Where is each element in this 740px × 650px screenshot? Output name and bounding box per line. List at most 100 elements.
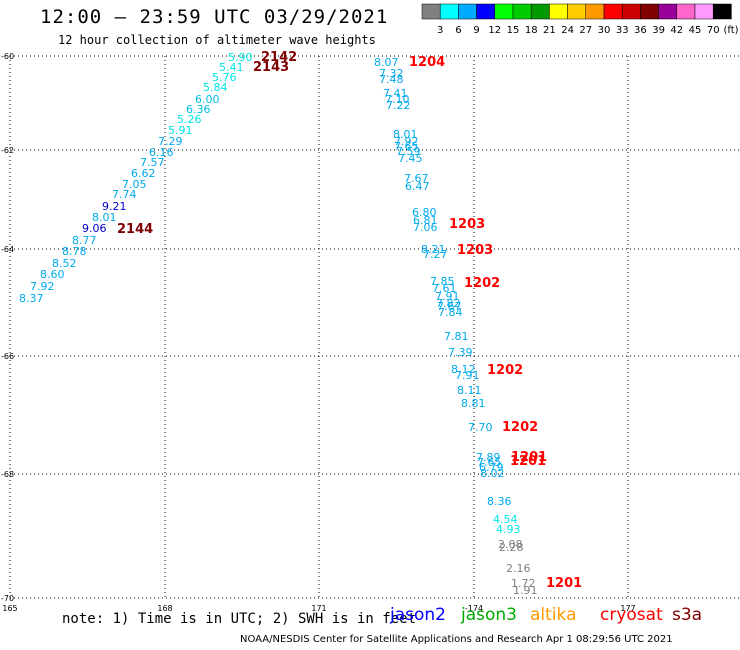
- swh-value-label: 7.82: [436, 297, 461, 310]
- swh-value-label: 7.10: [385, 93, 410, 106]
- legend-jason2: jason2: [390, 605, 446, 625]
- swh-value-label: 6.00: [195, 93, 220, 106]
- pass-time-label: 1201: [546, 576, 582, 591]
- swh-value-label: 7.85: [430, 275, 455, 288]
- legend-jason3: jason3: [461, 605, 517, 625]
- swh-value-label: 9.06: [82, 222, 107, 235]
- swh-value-label: 5.41: [219, 61, 244, 74]
- swh-value-label: 6.47: [405, 180, 430, 193]
- swh-value-label: 7.84: [438, 306, 463, 319]
- swh-value-label: 7.81: [444, 330, 469, 343]
- latitude-label: -60: [1, 52, 14, 61]
- swh-value-label: 7.91: [455, 369, 480, 382]
- credit-line: NOAA/NESDIS Center for Satellite Applica…: [240, 634, 673, 645]
- longitude-label: 177: [620, 604, 635, 613]
- swh-value-label: 7.61: [432, 282, 457, 295]
- swh-value-label: 7.89: [476, 451, 501, 464]
- color-scale-legend: 3 6 9 12 15 18 21 24 27 30 33 36 39 42 45 70 (ft): [421, 3, 739, 36]
- legend-altika: altika: [530, 605, 577, 625]
- colorbar-tick-label: 15: [507, 25, 520, 36]
- swh-value-label: 7.74: [112, 188, 137, 201]
- colorbar-tick-label: 3: [437, 25, 443, 36]
- swh-value-label: 7.70: [468, 421, 493, 434]
- swh-value-label: 1.72: [511, 577, 536, 590]
- colorbar-tick-label: 45: [689, 25, 702, 36]
- swh-value-label: 8.11: [457, 384, 482, 397]
- swh-value-label: 5.90: [228, 51, 253, 64]
- swh-value-label: 8.37: [19, 292, 44, 305]
- swh-value-label: 8.07: [374, 56, 399, 69]
- swh-value-label: 4.54: [493, 513, 518, 526]
- swh-value-label: 8.78: [62, 245, 87, 258]
- swh-value-label: 7.39: [448, 346, 473, 359]
- swh-value-label: 5.84: [203, 81, 228, 94]
- latitude-label: -64: [1, 245, 14, 254]
- pass-time-label: 1201: [510, 454, 546, 469]
- pass-time-label: 1204: [409, 55, 445, 70]
- swh-value-label: 7.67: [437, 300, 462, 313]
- swh-value-label: 7.65: [394, 140, 419, 153]
- swh-value-label: 7.59: [396, 145, 421, 158]
- colorbar-tick-label: 36: [634, 25, 647, 36]
- swh-value-label: 6.36: [186, 103, 211, 116]
- swh-value-label: 8.01: [92, 211, 117, 224]
- pass-time-label: 1202: [487, 363, 523, 378]
- swh-value-label: 7.92: [30, 280, 55, 293]
- swh-value-label: 7.91: [435, 290, 460, 303]
- swh-value-label: 6.81: [413, 214, 438, 227]
- swh-value-label: 7.32: [379, 67, 404, 80]
- legend-s3a: s3a: [672, 605, 703, 625]
- pass-time-label: 1201: [511, 450, 547, 465]
- pass-time-label: 2144: [117, 222, 153, 237]
- colorbar-tick-label: 21: [543, 25, 556, 36]
- latitude-label: -66: [1, 352, 14, 361]
- colorbar-tick-label: 33: [616, 25, 629, 36]
- colorbar-tick-label: 30: [598, 25, 611, 36]
- pass-time-label: 2143: [253, 60, 289, 75]
- pass-time-label: 1203: [457, 243, 493, 258]
- swh-value-label: 4.93: [496, 523, 521, 536]
- swh-value-label: 8.12: [451, 363, 476, 376]
- swh-value-label: 8.01: [393, 128, 418, 141]
- swh-value-label: 2.16: [506, 562, 531, 575]
- swh-value-label: 8.81: [461, 397, 486, 410]
- swh-value-label: 7.57: [140, 156, 165, 169]
- swh-value-label: 2.08: [498, 538, 523, 551]
- colorbar-tick-label: 42: [670, 25, 683, 36]
- swh-value-label: 7.22: [386, 99, 411, 112]
- swh-value-label: 8.02: [480, 467, 505, 480]
- pass-time-label: 1203: [449, 217, 485, 232]
- footer-note: note: 1) Time is in UTC; 2) SWH is in fe…: [62, 611, 417, 627]
- longitude-label: 168: [157, 604, 172, 613]
- pass-time-label: 1202: [502, 420, 538, 435]
- swh-value-label: 2.28: [499, 541, 524, 554]
- colorbar-tick-label: 27: [579, 25, 592, 36]
- swh-value-label: 7.48: [379, 73, 404, 86]
- swh-value-label: 6.16: [149, 146, 174, 159]
- map-title: 12:00 – 23:59 UTC 03/29/2021: [40, 6, 389, 28]
- colorbar-unit: (ft): [723, 25, 738, 36]
- colorbar-swatch: [712, 3, 732, 20]
- map-subtitle: 12 hour collection of altimeter wave hei…: [58, 33, 376, 47]
- observation-labels: 5.905.415.765.846.006.365.265.917.296.16…: [19, 51, 538, 597]
- swh-value-label: 8.77: [72, 234, 97, 247]
- swh-value-label: 1.91: [513, 584, 538, 597]
- swh-value-label: 7.45: [398, 152, 423, 165]
- swh-value-label: 7.67: [404, 172, 429, 185]
- colorbar-tick-label: 6: [455, 25, 461, 36]
- swh-value-label: 5.91: [168, 124, 193, 137]
- swh-value-label: 7.92: [394, 135, 419, 148]
- swh-value-label: 9.21: [102, 200, 127, 213]
- swh-value-label: 8.52: [52, 257, 77, 270]
- swh-value-label: 7.27: [423, 248, 448, 261]
- swh-value-label: 8.60: [40, 268, 65, 281]
- swh-value-label: 7.29: [158, 135, 183, 148]
- swh-value-label: 6.79: [479, 461, 504, 474]
- map-grid: [9, 55, 740, 600]
- legend-cryosat: cryosat: [600, 605, 663, 625]
- colorbar-tick-label: 39: [652, 25, 665, 36]
- colorbar-tick-label: 12: [488, 25, 501, 36]
- swh-value-label: 6.80: [412, 206, 437, 219]
